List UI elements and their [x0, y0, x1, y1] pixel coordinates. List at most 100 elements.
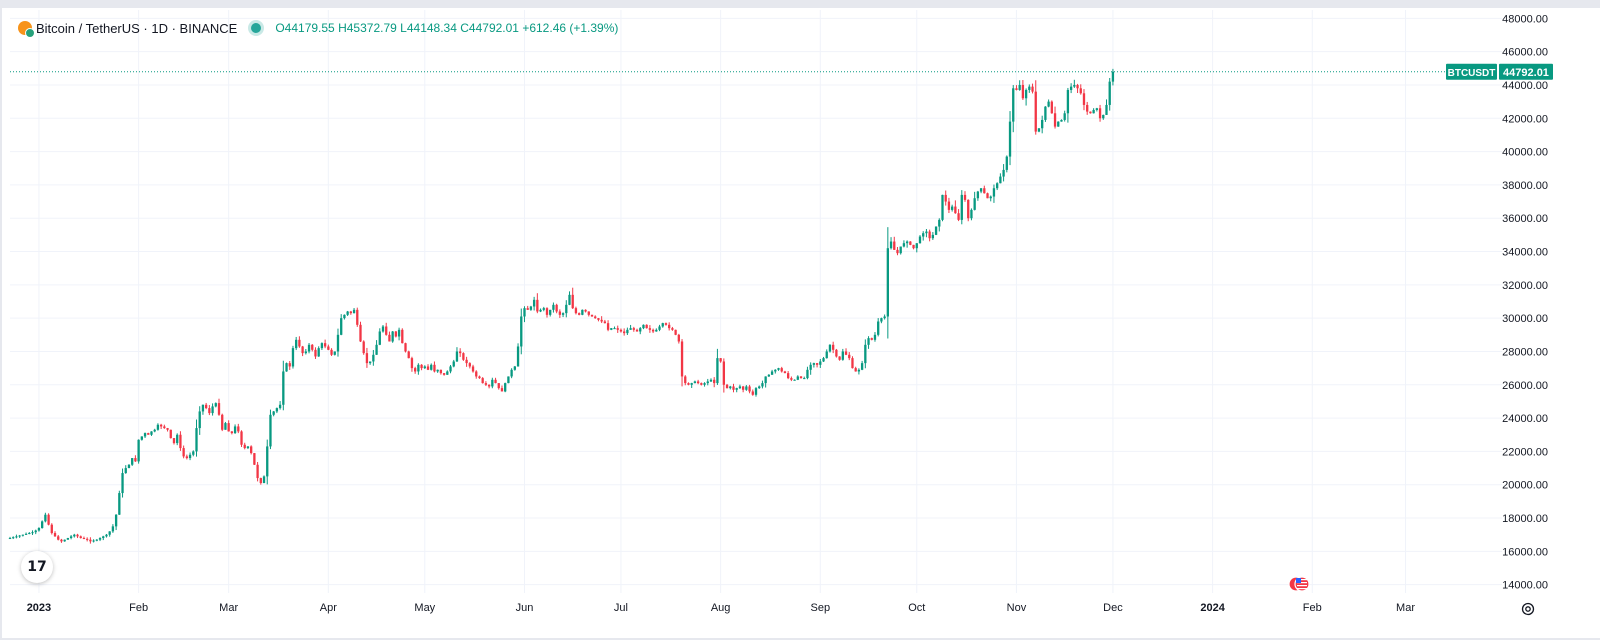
price-axis[interactable]: 14000.00 16000.00 18000.00 20000.00 22000.00…	[1502, 13, 1548, 591]
close-value: 44792.01	[468, 21, 519, 35]
candle-body	[423, 366, 426, 369]
candle-body	[92, 540, 95, 542]
candle-body	[127, 464, 131, 469]
candle-body	[713, 379, 716, 384]
candle-body	[950, 206, 954, 210]
time-axis[interactable]: 2023 Feb Mar Apr May Jun Jul Aug Sep Oct Nov Dec 202…	[27, 602, 1416, 614]
candle-body	[748, 386, 751, 392]
candle-body	[439, 369, 443, 374]
price-tick-label: 30000.00	[1502, 313, 1548, 325]
candle-body	[600, 319, 603, 322]
candle-body	[208, 408, 211, 414]
candle-body	[516, 346, 520, 367]
candle-body	[121, 473, 124, 494]
candle-body	[462, 353, 465, 360]
candle-body	[626, 329, 629, 334]
candle-body	[706, 381, 709, 384]
candle-body	[796, 376, 799, 380]
candle-body	[430, 364, 433, 370]
candle-body	[233, 426, 237, 434]
candle-body	[696, 381, 700, 384]
us-flag-icon[interactable]	[1288, 575, 1310, 593]
candle-body	[613, 328, 616, 330]
price-tag-label: 44792.01	[1503, 67, 1549, 79]
price-tick-label: 46000.00	[1502, 47, 1548, 59]
candle-body	[934, 226, 938, 235]
price-tick-label: 18000.00	[1502, 513, 1548, 525]
price-tick-label: 24000.00	[1502, 413, 1548, 425]
candle-body	[243, 444, 246, 449]
candle-body	[108, 531, 111, 535]
candle-body	[311, 344, 314, 350]
candle-body	[40, 521, 44, 529]
candle-body	[610, 328, 613, 330]
grid	[10, 10, 1502, 593]
candle-body	[28, 533, 31, 535]
candle-body	[153, 429, 156, 432]
settings-gear-icon[interactable]	[1520, 601, 1536, 617]
candle-body	[1050, 101, 1053, 114]
candle-body	[57, 536, 60, 540]
symbol-legend[interactable]: Bitcoin / TetherUS · 1D · BINANCE O44179…	[18, 18, 618, 38]
candle-body	[417, 364, 420, 372]
candle-body	[510, 369, 513, 377]
time-tick-label: Mar	[219, 602, 238, 614]
candle-body	[314, 349, 317, 357]
candle-body	[378, 331, 381, 345]
symbol-title[interactable]: Bitcoin / TetherUS · 1D · BINANCE	[36, 20, 238, 36]
candle-body	[1095, 108, 1099, 110]
candle-body	[60, 539, 63, 542]
candle-body	[307, 344, 311, 352]
candle-body	[89, 539, 92, 542]
candle-body	[504, 383, 507, 392]
candle-body	[413, 368, 417, 372]
candle-body	[1018, 84, 1021, 90]
market-status-icon[interactable]	[251, 23, 262, 33]
candle-body	[848, 354, 851, 359]
candle-body	[147, 433, 150, 435]
candle-body	[356, 309, 359, 325]
candle-body	[954, 206, 957, 214]
candle-body	[69, 536, 73, 539]
candle-body	[237, 426, 240, 432]
candle-body	[1060, 119, 1063, 122]
candle-body	[963, 194, 967, 200]
candle-body	[703, 383, 706, 385]
candle-body	[642, 324, 645, 329]
candle-body	[1069, 86, 1073, 90]
candle-body	[725, 384, 729, 389]
candle-body	[603, 321, 607, 324]
candle-body	[131, 458, 134, 465]
candle-body	[873, 334, 877, 340]
candle-body	[693, 381, 697, 384]
candle-body	[468, 363, 471, 367]
tradingview-logo-icon[interactable]: 17	[21, 551, 53, 583]
candle-body	[536, 299, 539, 312]
candle-body	[931, 234, 935, 239]
candle-body	[896, 249, 899, 254]
price-tick-label: 22000.00	[1502, 446, 1548, 458]
candle-body	[735, 388, 738, 390]
candle-body	[561, 313, 565, 315]
candle-body	[478, 376, 481, 379]
candle-body	[709, 379, 713, 382]
candle-body	[812, 363, 816, 365]
candle-body	[288, 363, 291, 367]
candle-body	[893, 241, 896, 250]
candle-body	[272, 411, 275, 415]
candle-body	[529, 306, 533, 310]
candle-body	[500, 388, 504, 392]
candle-body	[806, 369, 809, 379]
candle-body	[587, 311, 590, 315]
time-tick-label: Oct	[908, 602, 925, 614]
candle-body	[838, 356, 841, 360]
candle-body	[446, 371, 449, 375]
candle-body	[860, 363, 864, 370]
candle-body	[420, 364, 423, 369]
candle-body	[793, 379, 796, 381]
candle-body	[864, 344, 867, 364]
candle-body	[815, 363, 819, 365]
symbol-tag-bg	[1446, 63, 1497, 80]
candle-body	[1047, 101, 1050, 107]
